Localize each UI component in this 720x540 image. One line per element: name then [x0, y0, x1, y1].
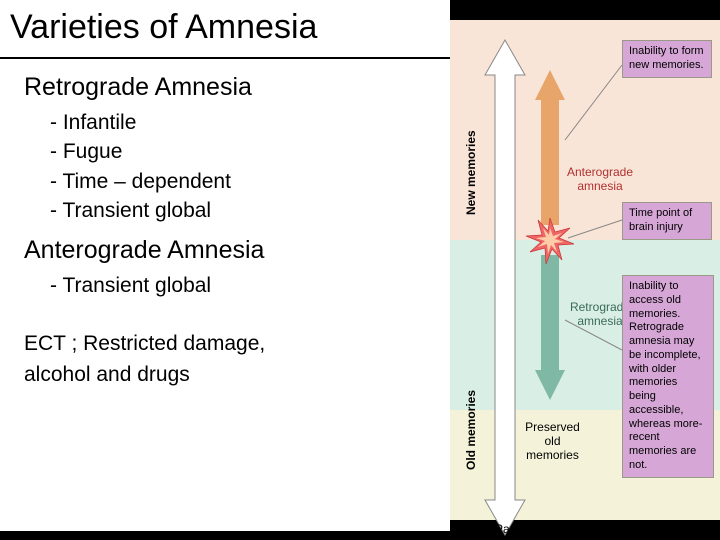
footer-line: ECT ; Restricted damage, — [24, 328, 436, 360]
slide-title: Varieties of Amnesia — [0, 0, 450, 57]
diagram-column: Future Past New memories Old memories An… — [450, 0, 720, 540]
callout-top: Inability to form new memories. — [622, 40, 712, 78]
anterograde-arrow-label: Anterograde amnesia — [565, 165, 635, 193]
future-label: Future — [482, 6, 532, 20]
text-column: Varieties of Amnesia Retrograde Amnesia … — [0, 0, 450, 540]
footer-text: ECT ; Restricted damage, alcohol and dru… — [24, 328, 436, 391]
retrograde-heading: Retrograde Amnesia — [24, 73, 436, 102]
slide-body: Retrograde Amnesia - Infantile - Fugue -… — [0, 59, 450, 531]
list-item: - Infantile — [50, 108, 436, 137]
list-item: - Transient global — [50, 271, 436, 300]
callout-mid: Time point of brain injury — [622, 202, 712, 240]
past-label: Past — [482, 522, 532, 536]
callout-bottom: Inability to access old memories. Retrog… — [622, 275, 714, 478]
list-item: - Fugue — [50, 137, 436, 166]
new-memories-label: New memories — [464, 130, 478, 215]
old-memories-label: Old memories — [464, 390, 478, 470]
footer-line: alcohol and drugs — [24, 359, 436, 391]
list-item: - Time – dependent — [50, 167, 436, 196]
anterograde-list: - Transient global — [50, 271, 436, 300]
retrograde-list: - Infantile - Fugue - Time – dependent -… — [50, 108, 436, 226]
preserved-label: Preserved old memories — [520, 420, 585, 462]
list-item: - Transient global — [50, 196, 436, 225]
anterograde-heading: Anterograde Amnesia — [24, 236, 436, 265]
